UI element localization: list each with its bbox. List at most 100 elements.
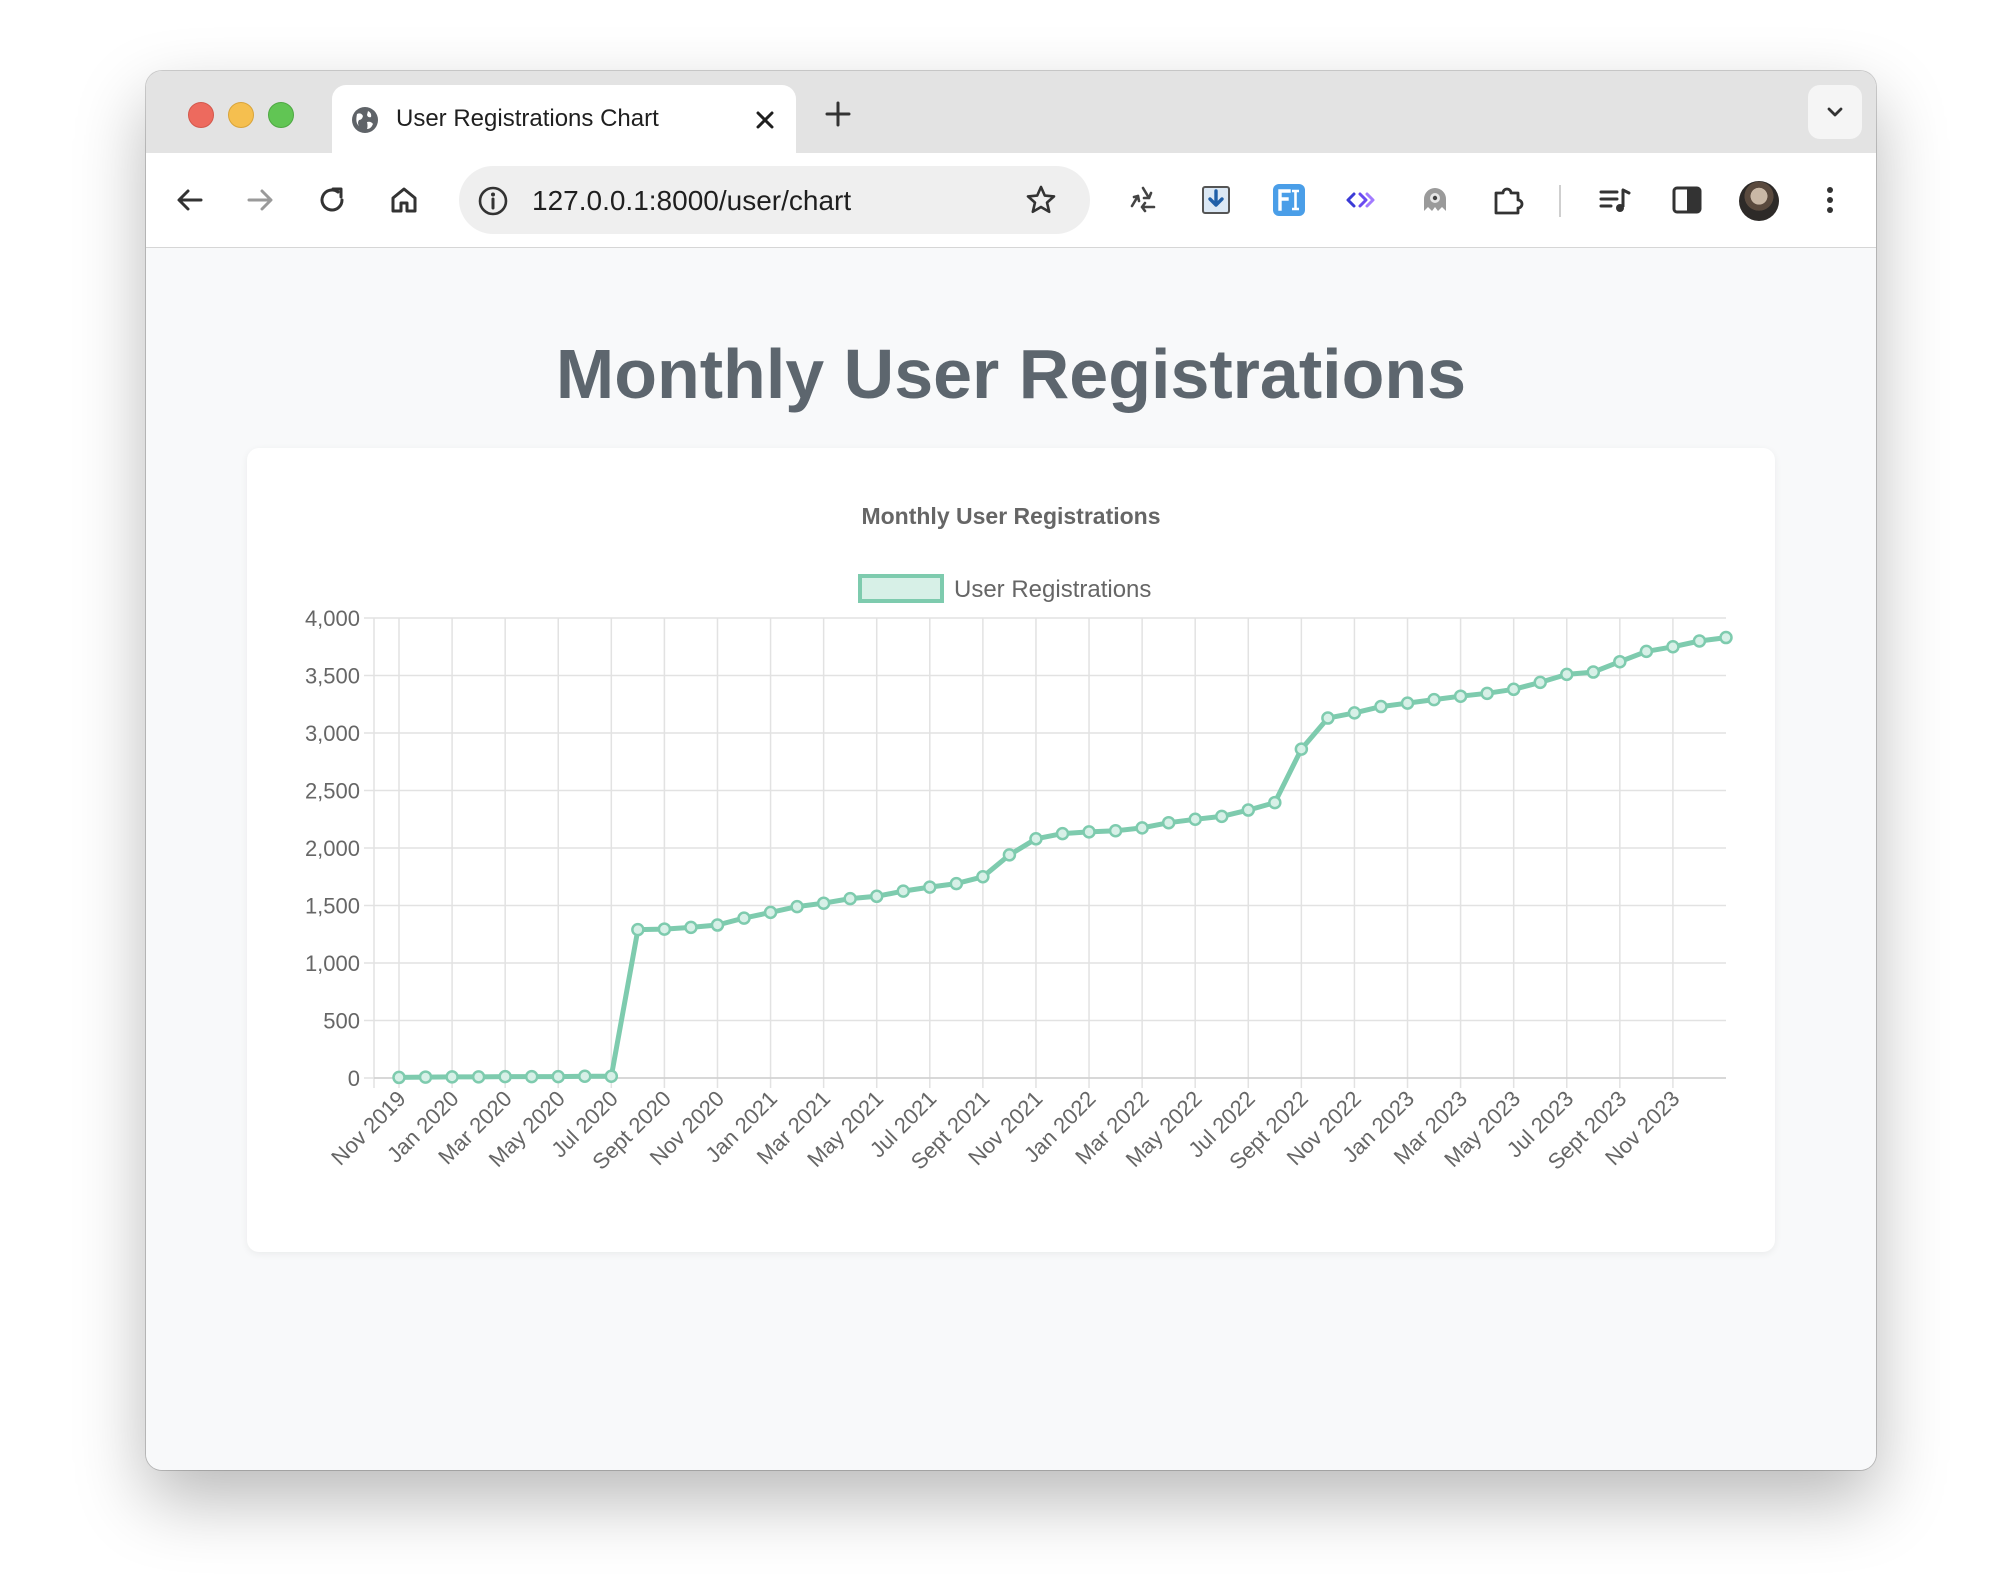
chart-card: Monthly User Registrations User Registrat… xyxy=(247,448,1775,1252)
data-point xyxy=(949,876,964,891)
site-info-icon[interactable] xyxy=(477,185,509,217)
minimize-window-button[interactable] xyxy=(228,102,254,128)
data-point xyxy=(1268,795,1282,810)
y-tick-label: 2,500 xyxy=(305,779,360,804)
y-tick-label: 3,000 xyxy=(305,721,360,746)
bookmark-star-icon[interactable] xyxy=(1024,183,1058,217)
y-tick-label: 0 xyxy=(348,1066,360,1091)
more-menu-icon[interactable] xyxy=(1811,181,1849,219)
data-point xyxy=(1692,634,1707,648)
data-point xyxy=(816,896,831,910)
ghost-extension-icon[interactable] xyxy=(1416,181,1454,219)
zoom-window-button[interactable] xyxy=(268,102,294,128)
media-controls-icon[interactable] xyxy=(1596,181,1634,219)
y-tick-label: 500 xyxy=(323,1009,360,1034)
data-point xyxy=(1639,644,1654,659)
data-point xyxy=(1560,667,1574,682)
data-point xyxy=(843,891,857,906)
back-arrow-icon[interactable] xyxy=(173,183,207,217)
data-point xyxy=(737,911,751,925)
data-point xyxy=(923,880,937,894)
data-point xyxy=(418,1070,433,1084)
data-point xyxy=(1135,821,1149,835)
active-tab[interactable]: User Registrations Chart xyxy=(332,85,796,153)
data-point xyxy=(1055,826,1070,841)
toolbar-divider xyxy=(1559,185,1561,217)
y-tick-label: 1,000 xyxy=(305,951,360,976)
data-point xyxy=(1082,825,1096,839)
data-point xyxy=(869,889,884,904)
tab-title: User Registrations Chart xyxy=(396,105,659,132)
data-point xyxy=(498,1069,512,1084)
data-point xyxy=(578,1069,592,1084)
tab-search-button[interactable] xyxy=(1808,85,1862,139)
data-point xyxy=(445,1070,459,1084)
recycle-extension-icon[interactable] xyxy=(1124,181,1162,219)
code-arrows-extension-icon[interactable] xyxy=(1343,181,1381,219)
data-point xyxy=(1613,654,1627,669)
y-tick-label: 2,000 xyxy=(305,836,360,861)
url-text: 127.0.0.1:8000/user/chart xyxy=(532,185,852,216)
data-point xyxy=(1241,803,1256,817)
chart-title: Monthly User Registrations xyxy=(861,503,1160,529)
series-line xyxy=(398,635,1727,1080)
data-point xyxy=(976,870,990,884)
browser-window: User Registrations Chart xyxy=(146,71,1876,1470)
fi-extension-icon[interactable] xyxy=(1270,181,1308,219)
profile-avatar[interactable] xyxy=(1739,181,1779,221)
tab-strip: User Registrations Chart xyxy=(146,71,1876,153)
data-point xyxy=(657,922,672,936)
download-extension-icon[interactable] xyxy=(1197,181,1235,219)
data-point xyxy=(1347,706,1362,720)
browser-toolbar: 127.0.0.1:8000/user/chart xyxy=(146,153,1876,248)
registrations-line-chart: Monthly User Registrations User Registrat… xyxy=(305,503,1733,1174)
data-point xyxy=(1586,665,1601,679)
close-icon[interactable] xyxy=(752,107,778,133)
page-content: Monthly User Registrations Monthly User … xyxy=(146,248,1876,1470)
data-point xyxy=(710,918,725,932)
data-point xyxy=(1400,696,1415,710)
extensions-puzzle-icon[interactable] xyxy=(1489,181,1527,219)
reload-icon[interactable] xyxy=(315,183,349,217)
data-point xyxy=(1480,686,1494,701)
y-tick-label: 4,000 xyxy=(305,606,360,631)
data-point xyxy=(1321,711,1335,725)
data-point xyxy=(1427,692,1441,707)
data-point xyxy=(684,920,698,935)
y-tick-label: 3,500 xyxy=(305,664,360,689)
new-tab-plus-icon[interactable] xyxy=(824,100,852,128)
side-panel-icon[interactable] xyxy=(1668,181,1706,219)
address-bar[interactable]: 127.0.0.1:8000/user/chart xyxy=(459,166,1090,234)
forward-arrow-icon[interactable] xyxy=(243,183,277,217)
data-point xyxy=(1719,630,1733,645)
data-point xyxy=(763,905,778,920)
data-point xyxy=(471,1070,486,1084)
data-point xyxy=(896,884,911,898)
data-point xyxy=(1108,824,1123,838)
data-point xyxy=(790,899,804,914)
data-point xyxy=(1188,812,1202,826)
data-point xyxy=(1506,682,1521,697)
y-tick-label: 1,500 xyxy=(305,894,360,919)
home-icon[interactable] xyxy=(387,183,421,217)
data-point xyxy=(604,1069,619,1084)
data-point xyxy=(1294,742,1309,756)
data-point xyxy=(631,922,645,937)
data-point xyxy=(1453,689,1468,703)
page-title: Monthly User Registrations xyxy=(555,335,1467,413)
data-point xyxy=(1161,815,1176,830)
data-point xyxy=(1214,809,1229,824)
data-point xyxy=(392,1070,406,1085)
data-point xyxy=(1533,675,1547,690)
data-point xyxy=(1666,640,1680,654)
close-window-button[interactable] xyxy=(188,102,214,128)
data-point xyxy=(524,1069,539,1084)
data-point xyxy=(1029,832,1043,846)
legend-swatch xyxy=(858,574,944,603)
chevron-down-icon xyxy=(1827,107,1843,117)
data-point xyxy=(551,1069,565,1084)
globe-icon xyxy=(352,107,378,133)
legend-label: User Registrations xyxy=(954,576,1151,603)
data-point xyxy=(1374,699,1388,714)
data-point xyxy=(1002,848,1017,862)
